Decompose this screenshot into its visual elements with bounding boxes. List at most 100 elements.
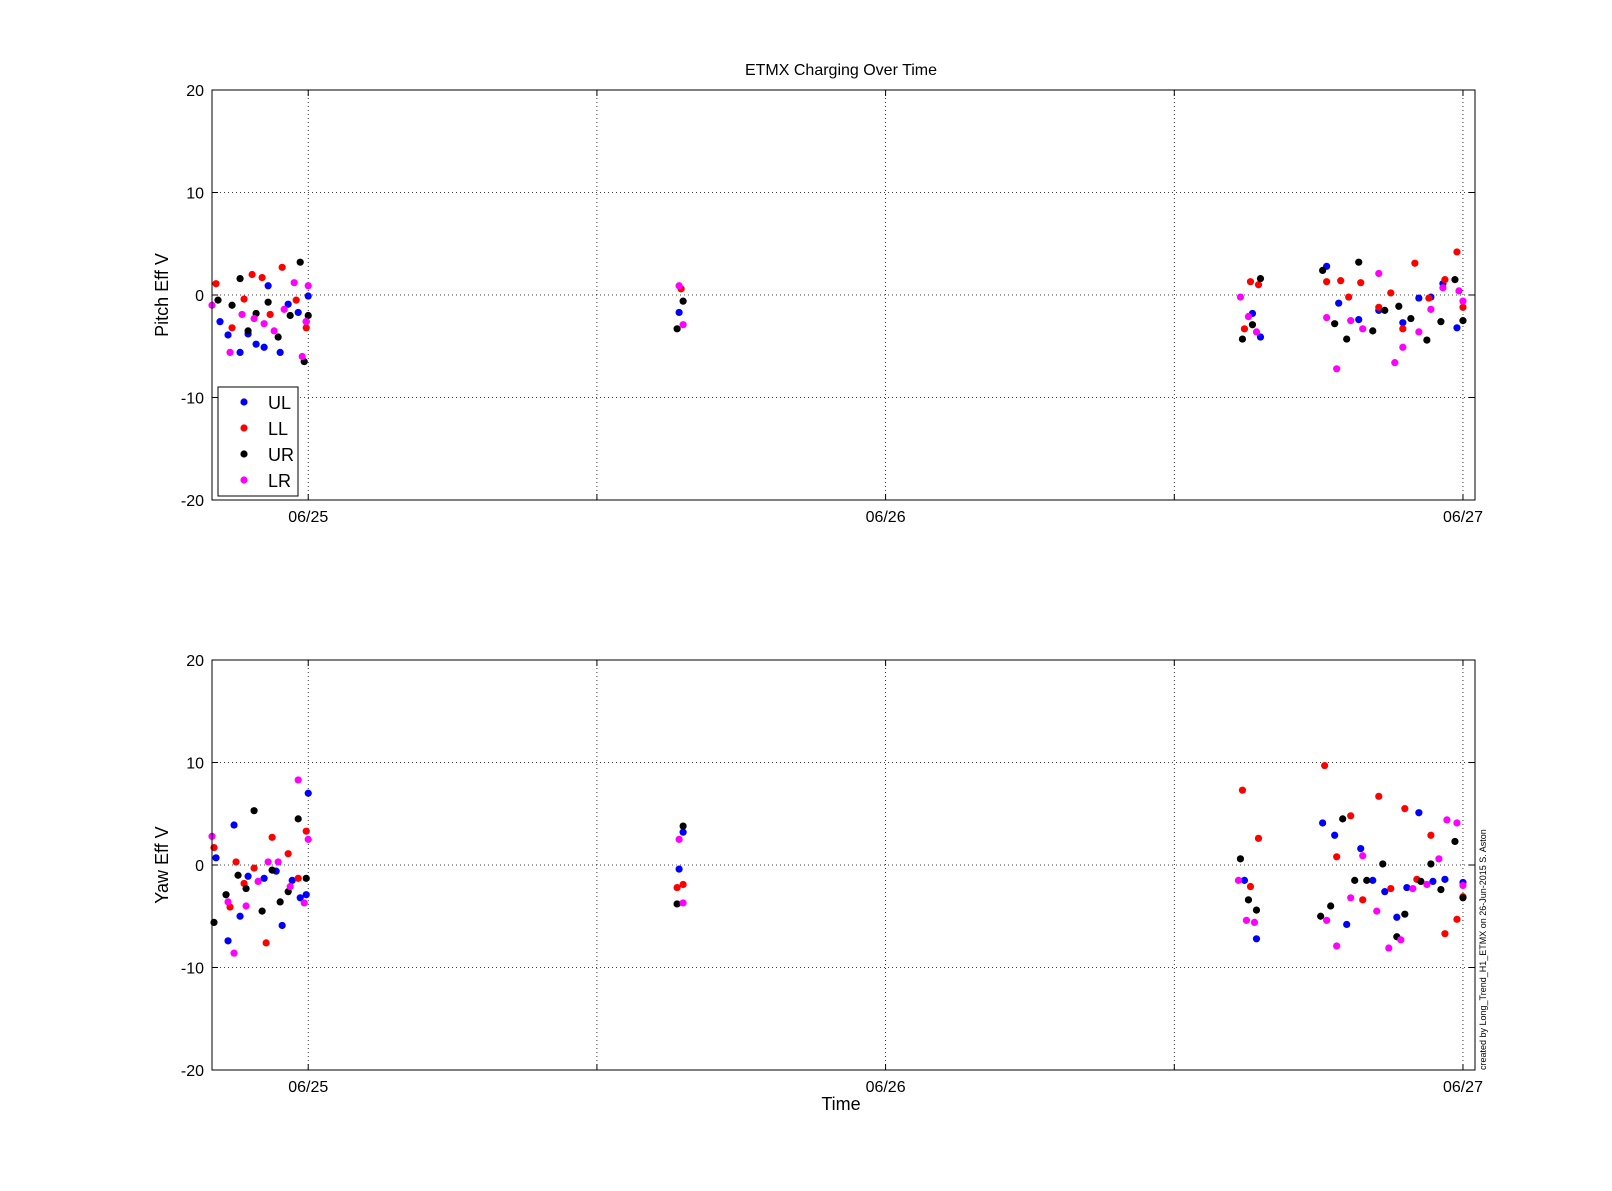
yaw-point-ur [1351,876,1359,884]
pitch-point-ur [1437,318,1445,326]
yaw-point-ur [222,891,230,899]
yaw-point-lr [1359,852,1367,860]
yaw-y-tick-label: 10 [186,756,204,773]
pitch-point-ll [1323,278,1331,286]
yaw-point-ul [278,921,286,930]
yaw-point-ur [268,866,276,874]
yaw-point-lr [1443,816,1451,824]
yaw-point-ur [1327,902,1335,910]
pitch-point-ul [1415,294,1423,302]
pitch-point-ul [1453,324,1461,332]
yaw-point-ur [1427,860,1435,868]
pitch-point-lr [1415,328,1423,336]
pitch-point-ur [1355,258,1363,266]
yaw-x-axis-label: Time [821,1094,860,1114]
yaw-y-tick-label: -20 [181,1063,204,1080]
yaw-axes-frame [211,659,1476,1071]
pitch-x-tick-label: 06/26 [866,509,906,526]
pitch-point-ll [266,310,274,319]
pitch-point-ll [1453,248,1461,256]
yaw-point-ul [679,828,687,836]
pitch-point-ur [1459,317,1467,325]
pitch-point-ll [278,263,286,271]
yaw-point-lr [254,877,262,886]
yaw-point-ur [250,807,258,815]
pitch-point-ul [216,318,224,326]
pitch-point-ur [1343,335,1351,343]
pitch-point-ll [228,324,236,332]
pitch-point-ll [292,296,300,304]
pitch-point-ll [1425,294,1433,302]
yaw-point-ll [302,827,310,835]
legend-marker-ur [240,450,248,458]
yaw-point-lr [300,899,308,907]
yaw-point-lr [1347,894,1355,902]
pitch-point-ul [224,331,232,339]
yaw-point-ur [1236,855,1245,863]
yaw-point-lr [1459,881,1467,890]
pitch-point-ll [1399,325,1407,333]
yaw-point-lr [1333,942,1341,950]
yaw-point-ur [1252,906,1261,914]
yaw-point-lr [286,882,294,891]
yaw-point-lr [224,898,232,906]
legend-marker-ul [240,398,248,406]
pitch-point-lr [270,327,278,335]
pitch-point-ur [286,311,294,320]
pitch-point-lr [1459,297,1467,305]
yaw-point-ur [1459,894,1467,902]
pitch-point-ll [212,280,220,288]
pitch-point-lr [1333,365,1341,373]
yaw-point-ul [1252,935,1261,943]
pitch-point-ll [248,270,256,279]
yaw-point-lr [274,858,282,866]
pitch-panel: -20 -10 0 10 20 06/25 06/26 06/27 Pitch Eff V [152,83,1483,526]
yaw-point-ll [1453,915,1461,923]
pitch-point-lr [679,321,687,329]
pitch-point-ll [1246,278,1255,286]
yaw-point-ll [1401,805,1409,813]
pitch-point-ul [264,282,272,290]
yaw-markers [208,761,1467,957]
yaw-point-ul [1369,876,1377,884]
pitch-point-ll [1375,303,1383,311]
yaw-x-tick-label: 06/25 [288,1079,328,1096]
pitch-point-ur [673,325,681,333]
pitch-point-lr [1347,317,1355,325]
legend-item-ul: UL [240,393,291,413]
yaw-point-lr [294,776,302,784]
yaw-point-ll [268,833,276,841]
yaw-y-tick-label: -10 [181,961,204,978]
yaw-point-ur [1417,877,1425,886]
yaw-point-lr [1409,884,1417,893]
yaw-point-ll [1427,831,1435,839]
pitch-point-ur [264,298,272,306]
pitch-point-lr [280,305,288,313]
yaw-point-ul [260,874,268,882]
yaw-x-tick-label: 06/26 [866,1079,906,1096]
yaw-point-ur [302,874,310,882]
pitch-y-axis-label: Pitch Eff V [152,253,172,337]
pitch-point-ur [1395,302,1403,310]
yaw-point-ll [1375,792,1383,800]
yaw-point-ur [294,815,302,823]
pitch-y-tick-label: 0 [195,288,204,305]
yaw-point-ur [234,871,242,879]
yaw-point-ll [1359,896,1367,904]
pitch-point-lr [675,282,683,290]
yaw-point-ur [276,898,284,906]
yaw-point-lr [304,835,312,843]
pitch-y-tick-label: -20 [181,493,204,510]
yaw-point-ll [1387,884,1395,893]
yaw-point-ul [302,891,310,899]
pitch-point-ur [236,275,244,283]
yaw-point-lr [1234,876,1243,884]
pitch-point-ul [1335,299,1343,307]
legend-item-ll: LL [240,419,288,439]
yaw-point-ul [675,865,683,873]
yaw-point-ul [1429,877,1437,886]
pitch-ticks: -20 -10 0 10 20 06/25 06/26 06/27 [181,83,1483,526]
yaw-point-ll [284,850,292,858]
yaw-point-lr [1397,936,1405,944]
pitch-point-ur [304,311,312,320]
